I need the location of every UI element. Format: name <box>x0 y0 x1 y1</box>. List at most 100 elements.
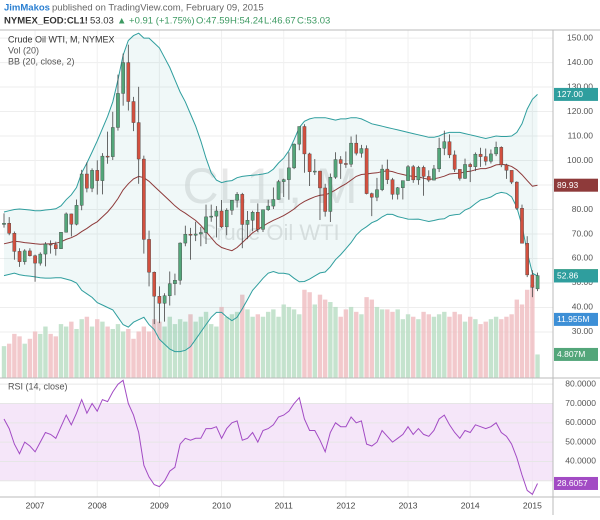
x-tick-label: 2014 <box>461 500 480 510</box>
volume-bar <box>291 309 297 378</box>
candle-body <box>240 194 245 225</box>
y-tick-label: 40.00 <box>572 302 594 312</box>
volume-bar <box>312 304 317 378</box>
candle-body <box>442 141 447 149</box>
rsi-badge-label: 28.6057 <box>557 478 588 488</box>
x-tick-label: 2012 <box>336 500 355 510</box>
candle-body <box>437 148 441 170</box>
candle-body <box>12 233 17 252</box>
volume-bar <box>84 316 90 378</box>
volume-bar <box>302 289 307 378</box>
candle-body <box>447 141 452 156</box>
volume-bar <box>395 309 400 378</box>
watermark: CL1!, M <box>182 158 357 214</box>
candle-body <box>318 170 322 189</box>
candle-body <box>395 187 400 195</box>
volume-bar <box>58 324 64 378</box>
volume-bar <box>276 316 281 378</box>
volume-bar <box>493 316 499 378</box>
candle-body <box>121 62 125 94</box>
volume-bar <box>234 311 240 378</box>
candle-body <box>22 250 27 262</box>
candle-body <box>245 220 250 225</box>
y-tick-label: 80.0000 <box>565 378 596 388</box>
candle-body <box>33 255 37 264</box>
watermark-subtitle: Crude Oil WTI <box>200 220 339 245</box>
volume-bar <box>369 299 374 378</box>
volume-bar <box>473 319 478 378</box>
volume-bar <box>426 314 431 378</box>
volume-bar <box>146 331 152 378</box>
volume-bar <box>514 299 520 378</box>
volume-bar <box>214 326 219 378</box>
price-badge <box>554 347 598 361</box>
candle-body <box>193 233 198 236</box>
candle-body <box>110 127 115 157</box>
y-tick-label: 30.00 <box>572 326 594 336</box>
volume-bar <box>431 316 437 378</box>
candle-body <box>292 143 296 169</box>
candle-body <box>313 170 317 173</box>
price-badge-label: 4.807M <box>557 349 585 359</box>
candle-body <box>354 142 359 154</box>
candle-body <box>535 275 540 290</box>
volume-bar <box>343 309 349 378</box>
rsi-badge <box>554 476 598 490</box>
candle-body <box>188 234 193 236</box>
volume-bar <box>198 316 204 378</box>
volume-bar <box>172 324 178 378</box>
volume-bar <box>1 346 7 378</box>
candle-body <box>204 216 208 233</box>
volume-bar <box>374 306 380 378</box>
candle-body <box>489 153 493 162</box>
volume-bar <box>333 306 338 378</box>
candle-body <box>271 199 276 207</box>
volume-bar <box>79 319 84 378</box>
candle-body <box>147 239 151 273</box>
candle-body <box>530 274 535 288</box>
price-badge-label: 52.86 <box>557 271 579 281</box>
open: O:47.59 <box>196 16 230 27</box>
y-tick-label: 70.0000 <box>565 398 596 408</box>
y-tick-label: 40.0000 <box>565 456 596 466</box>
candle-body <box>261 209 265 230</box>
volume-bar <box>255 314 261 378</box>
candle-body <box>369 193 374 198</box>
volume-bar <box>307 292 312 378</box>
candle-body <box>43 243 48 255</box>
volume-bar <box>17 336 22 378</box>
candle-body <box>494 147 498 155</box>
volume-bar <box>110 328 115 378</box>
volume-bar <box>245 309 250 378</box>
volume-bar <box>12 333 17 378</box>
candle-body <box>116 93 120 128</box>
candle-body <box>302 126 307 155</box>
author[interactable]: JimMakos <box>4 3 50 14</box>
x-tick-label: 2015 <box>523 500 542 510</box>
candle-body <box>256 212 260 230</box>
candle-body <box>266 205 270 210</box>
band-basis <box>3 163 538 252</box>
x-tick-label: 2009 <box>150 500 169 510</box>
candle-body <box>28 250 32 256</box>
high: H:54.24 <box>230 16 263 27</box>
price-badge-label: 11.955M <box>557 314 589 324</box>
candle-body <box>411 166 416 181</box>
legend-title: Crude Oil WTI, M, NYMEX <box>8 34 115 44</box>
y-tick-label: 100.00 <box>567 155 593 165</box>
volume-bar <box>359 314 364 378</box>
candle-body <box>359 148 364 154</box>
y-tick-label: 110.00 <box>568 130 594 140</box>
volume-bar <box>354 311 359 378</box>
y-tick-label: 130.00 <box>567 81 593 91</box>
band-upper <box>3 32 538 213</box>
y-tick-label: 120.00 <box>567 106 593 116</box>
candle-body <box>199 232 203 235</box>
candle-body <box>463 164 467 179</box>
volume-bar <box>152 319 157 378</box>
legend-rsi: RSI (14, close) <box>8 381 68 391</box>
low: L:46.67 <box>264 16 296 27</box>
change: ▲ +0.91 (+1.75%) <box>117 16 195 27</box>
volume-bar <box>462 321 468 378</box>
